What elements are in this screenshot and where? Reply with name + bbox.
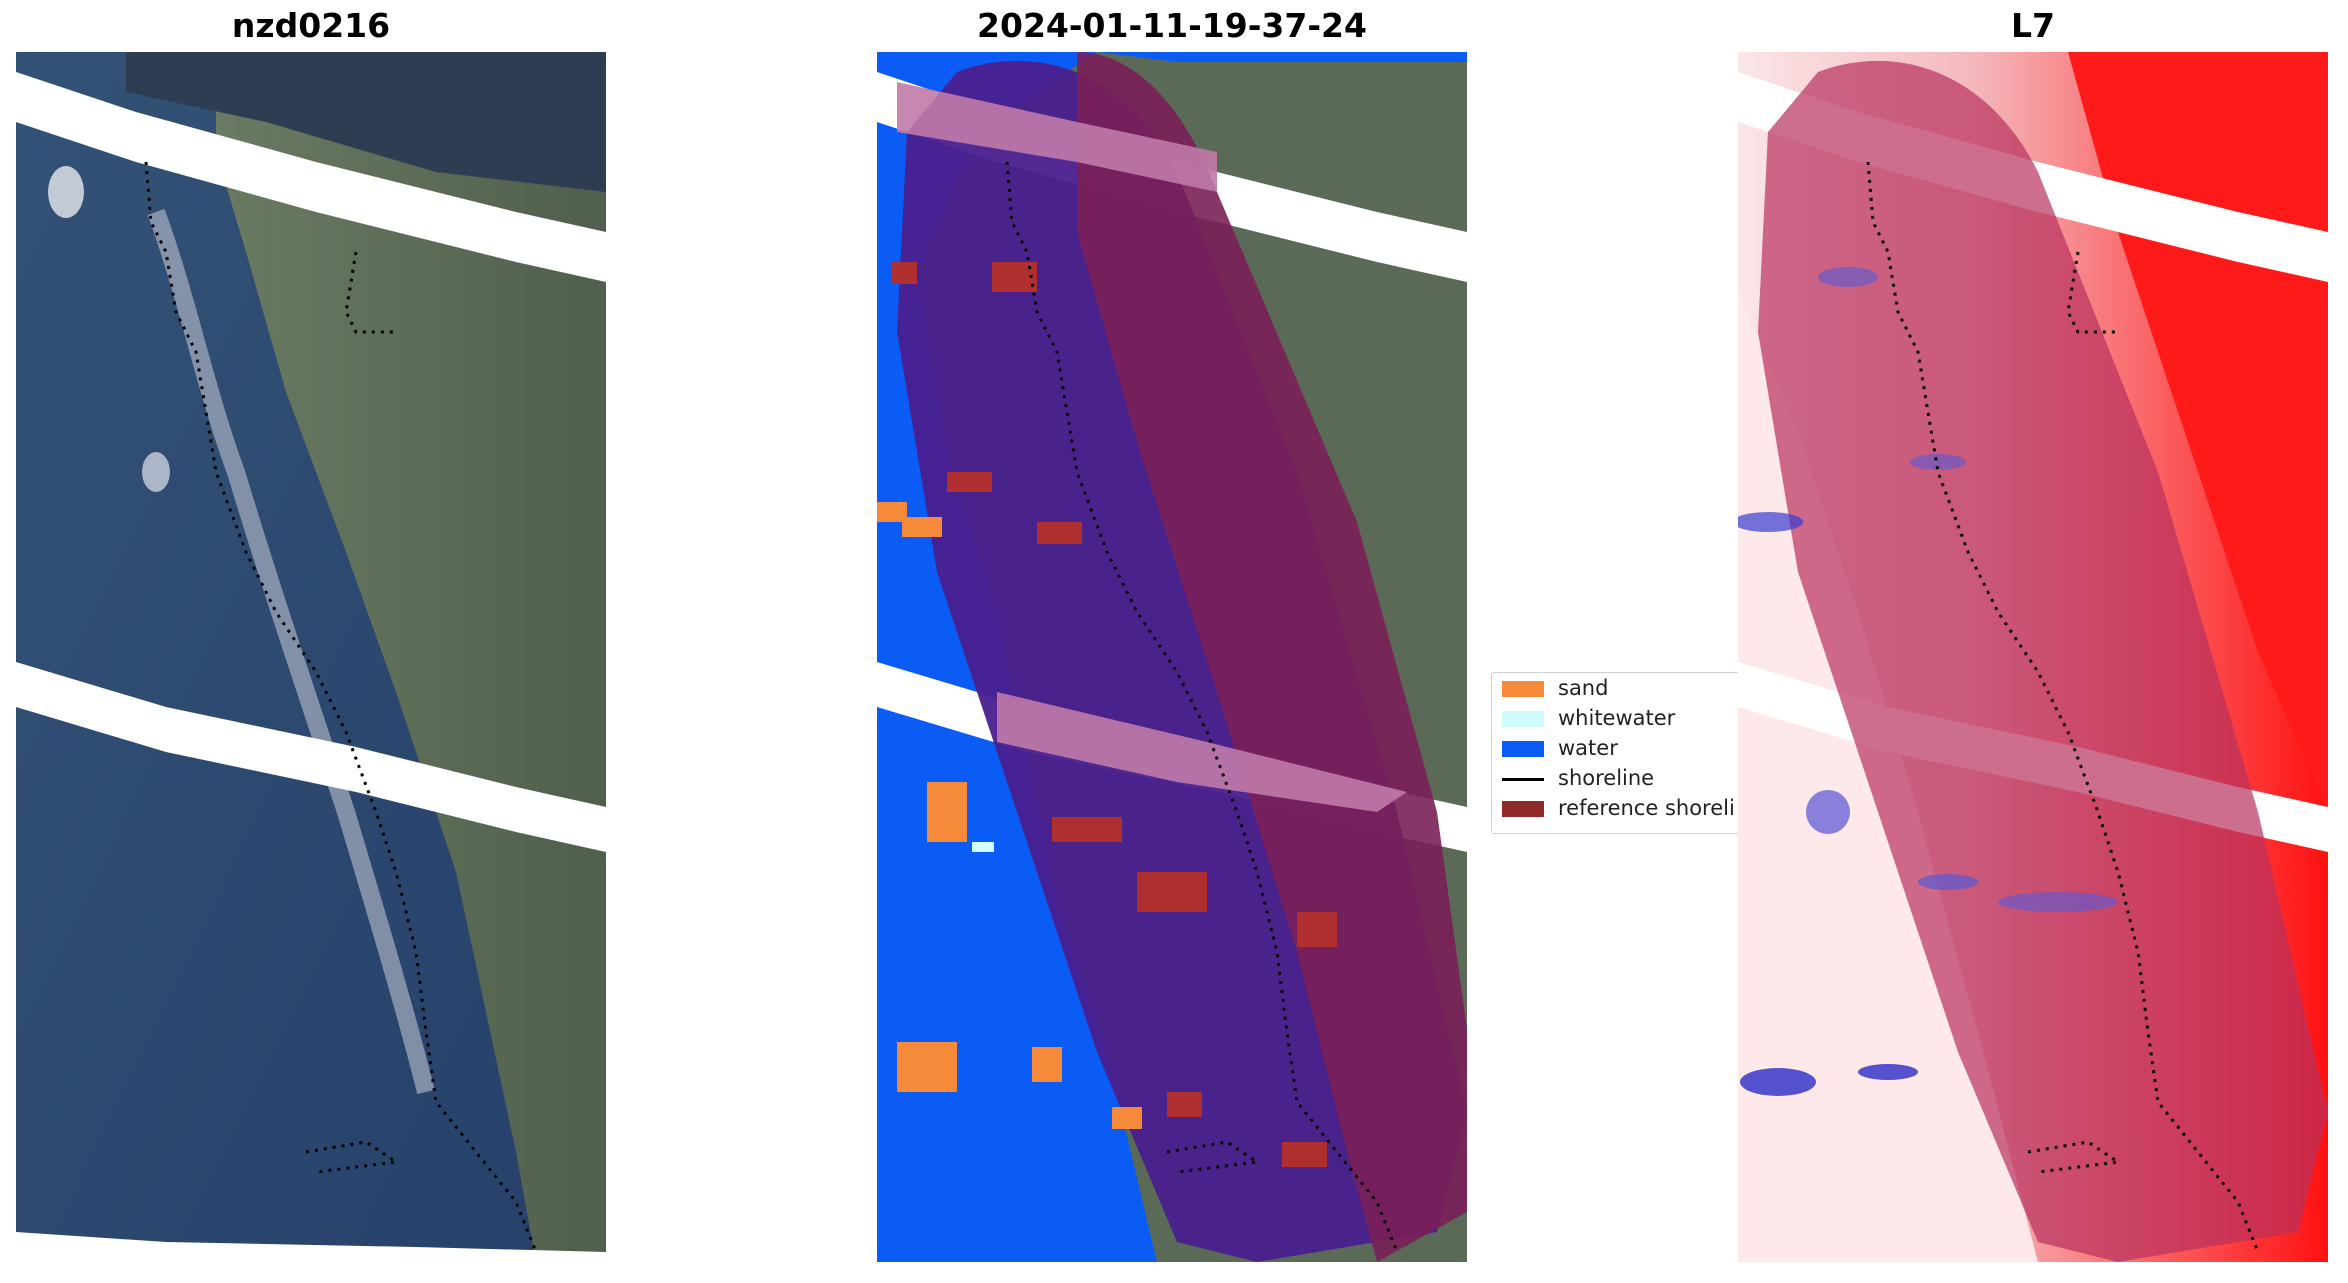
shoreline-line bbox=[1502, 778, 1544, 781]
ref-shoreline-patch bbox=[947, 472, 992, 492]
sand-patch bbox=[1112, 1107, 1142, 1129]
negative-index-spot bbox=[1818, 267, 1878, 287]
nodata-stripe-lower bbox=[16, 662, 606, 852]
shoreline-dotted bbox=[1866, 161, 2260, 1253]
legend-item-whitewater: whitewater bbox=[1492, 703, 1837, 733]
surf-spot bbox=[142, 452, 170, 492]
water-swatch bbox=[1502, 741, 1544, 757]
legend-item-sand: sand bbox=[1492, 673, 1837, 703]
ref-shoreline-patch bbox=[1037, 522, 1082, 544]
legend-label-whitewater: whitewater bbox=[1558, 706, 1676, 730]
water-class-area bbox=[877, 52, 1157, 1262]
shoreline-dotted bbox=[1005, 161, 1399, 1253]
surf-line bbox=[147, 208, 435, 1095]
sand-patch bbox=[897, 1042, 957, 1092]
nodata-stripe-upper bbox=[16, 72, 606, 282]
sand-swatch bbox=[1502, 681, 1544, 697]
negative-index-spot bbox=[1918, 874, 1978, 890]
sand-patch bbox=[902, 517, 942, 537]
negative-index-spot bbox=[1806, 790, 1850, 834]
ref-shoreline-patch bbox=[1052, 817, 1122, 842]
whitewater-swatch bbox=[1502, 711, 1544, 727]
ref-shoreline-patch bbox=[1297, 912, 1337, 947]
buffer-overlay bbox=[1758, 60, 2328, 1262]
ref-shoreline-patch bbox=[1282, 1142, 1327, 1167]
shoreline-dotted-2 bbox=[344, 251, 396, 334]
upper-dark-area bbox=[126, 52, 606, 192]
negative-index-spot bbox=[1740, 1068, 1816, 1096]
negative-index-spot bbox=[1910, 454, 1966, 470]
legend-item-water: water bbox=[1492, 733, 1837, 763]
legend-label-shoreline: shoreline bbox=[1558, 766, 1655, 790]
whitewater-patch bbox=[972, 842, 994, 852]
shoreline-dotted-3 bbox=[305, 1140, 401, 1174]
ref-shoreline-patch bbox=[1167, 1092, 1202, 1117]
reference-swatch bbox=[1502, 801, 1544, 817]
rgb-satellite-image bbox=[16, 52, 606, 1262]
panel-title-3: L7 bbox=[2011, 6, 2055, 45]
water-class-top bbox=[1097, 52, 1467, 62]
sand-patch bbox=[927, 782, 967, 842]
buffer-maroon bbox=[1077, 52, 1467, 1262]
pink-band-upper bbox=[897, 82, 1217, 192]
classified-image bbox=[877, 52, 1467, 1262]
shoreline-dotted-2 bbox=[2066, 251, 2118, 334]
pink-band-lower bbox=[997, 692, 1407, 812]
legend-item-reference: reference shoreli bbox=[1492, 793, 1837, 823]
sand-patch bbox=[877, 502, 907, 522]
legend-label-reference: reference shoreli bbox=[1558, 796, 1735, 820]
shoreline-dotted-3 bbox=[2027, 1140, 2123, 1174]
panel-title-2: 2024-01-11-19-37-24 bbox=[977, 6, 1367, 45]
ref-shoreline-patch bbox=[1137, 872, 1207, 912]
shoreline-dotted bbox=[144, 161, 538, 1253]
legend-item-shoreline: shoreline bbox=[1492, 763, 1837, 793]
ref-shoreline-patch bbox=[892, 262, 917, 284]
index-image bbox=[1738, 52, 2328, 1262]
negative-index-spot bbox=[1858, 1064, 1918, 1080]
nodata-bottom bbox=[16, 1232, 606, 1262]
sand-patch bbox=[1032, 1047, 1062, 1082]
negative-index-spot bbox=[1738, 512, 1803, 532]
shoreline-dotted-3 bbox=[1166, 1140, 1262, 1174]
surf-spot bbox=[48, 166, 84, 218]
legend-label-sand: sand bbox=[1558, 676, 1609, 700]
land-area bbox=[216, 52, 606, 1262]
panel-title-1: nzd0216 bbox=[231, 6, 391, 45]
negative-index-spot bbox=[1998, 892, 2118, 912]
legend-label-water: water bbox=[1558, 736, 1618, 760]
